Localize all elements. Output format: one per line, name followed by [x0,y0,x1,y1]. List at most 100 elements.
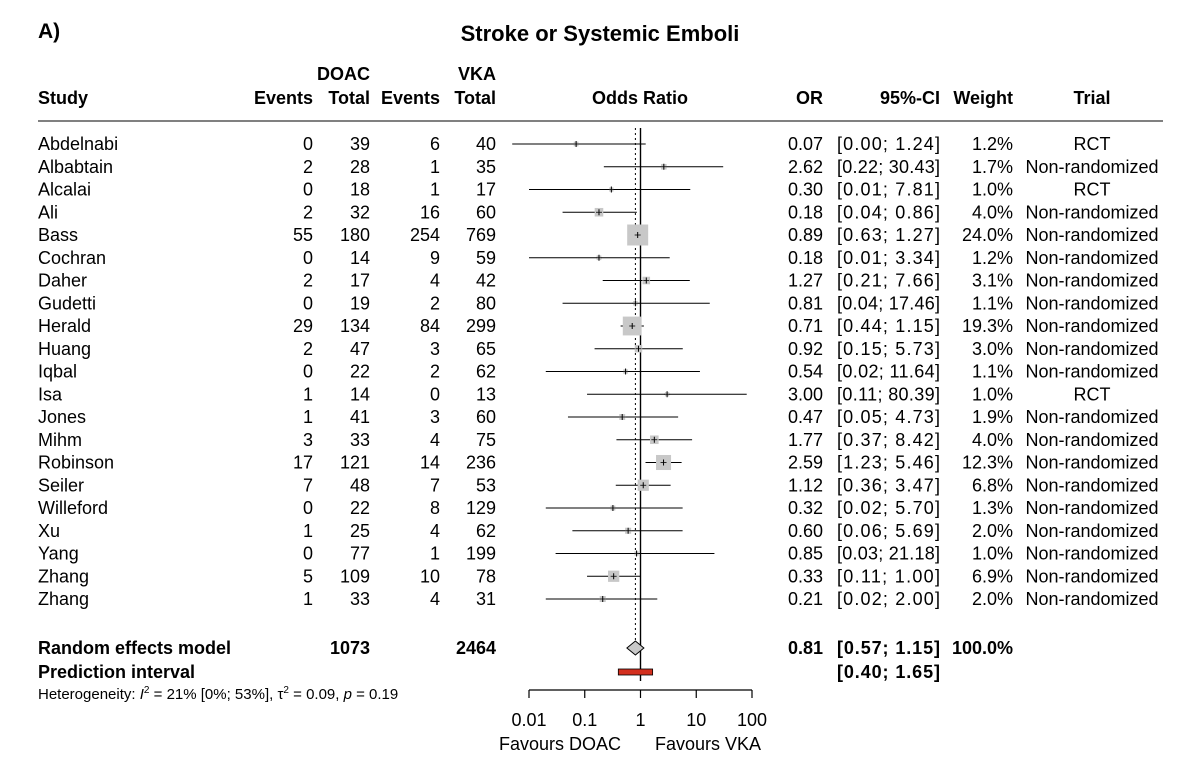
vka-events: 1 [430,157,440,177]
confidence-interval: [0.21; 7.66] [837,271,940,291]
study-row: Herald 29 134 84 299 0.71 [0.44; 1.15] 19.3% Non… [38,316,1159,336]
vka-total: 60 [476,407,496,427]
vka-total: 35 [476,157,496,177]
study-name: Albabtain [38,157,113,177]
doac-total: 33 [350,430,370,450]
vka-events: 7 [430,475,440,495]
study-row: Zhang 1 33 4 31 0.21 [0.02; 2.00] 2.0% Non-rando… [38,589,1159,609]
trial-type: Non-randomized [1025,521,1158,541]
confidence-interval: [0.22; 30.43] [837,157,940,177]
vka-total: 75 [476,430,496,450]
total1-header: Total [328,88,370,108]
weight-header: Weight [953,88,1013,108]
weight-value: 1.7% [972,157,1013,177]
vka-total: 62 [476,362,496,382]
study-row: Bass 55 180 254 769 0.89 [0.63; 1.27] 24.0% Non-… [38,224,1159,246]
odds-ratio: 0.92 [788,339,823,359]
study-name: Ali [38,202,58,222]
doac-total: 32 [350,202,370,222]
vka-events: 8 [430,498,440,518]
odds-ratio: 2.62 [788,157,823,177]
doac-total: 47 [350,339,370,359]
study-name: Gudetti [38,293,96,313]
trial-type: Non-randomized [1025,498,1158,518]
doac-total: 180 [340,225,370,245]
pooled-vka-total: 2464 [456,638,496,658]
doac-events: 0 [303,544,313,564]
study-row: Zhang 5 109 10 78 0.33 [0.11; 1.00] 6.9% Non-ran… [38,566,1159,586]
study-row: Daher 2 17 4 42 1.27 [0.21; 7.66] 3.1% Non-rando… [38,271,1159,291]
doac-events: 17 [293,453,313,473]
trial-type: Non-randomized [1025,475,1158,495]
doac-total: 18 [350,180,370,200]
events1-header: Events [254,88,313,108]
study-row: Gudetti 0 19 2 80 0.81 [0.04; 17.46] 1.1% Non-ra… [38,293,1159,313]
pooled-doac-total: 1073 [330,638,370,658]
study-name: Daher [38,271,87,291]
weight-value: 1.1% [972,362,1013,382]
weight-value: 1.2% [972,134,1013,154]
study-header: Study [38,88,88,108]
effect-header: Odds Ratio [592,88,688,108]
study-row: Alcalai 0 18 1 17 0.30 [0.01; 7.81] 1.0% RCT [38,180,1111,200]
study-row: Abdelnabi 0 39 6 40 0.07 [0.00; 1.24] 1.2% RCT [38,134,1111,154]
odds-ratio: 0.18 [788,248,823,268]
weight-value: 6.8% [972,475,1013,495]
weight-value: 1.0% [972,384,1013,404]
events2-header: Events [381,88,440,108]
trial-type: Non-randomized [1025,225,1158,245]
vka-events: 84 [420,316,440,336]
vka-events: 9 [430,248,440,268]
doac-events: 2 [303,339,313,359]
group2-header: VKA [458,64,496,84]
doac-events: 2 [303,271,313,291]
trial-type: Non-randomized [1025,407,1158,427]
study-name: Seiler [38,475,84,495]
confidence-interval: [0.11; 1.00] [837,566,940,586]
doac-total: 22 [350,362,370,382]
study-name: Robinson [38,453,114,473]
total2-header: Total [454,88,496,108]
vka-total: 199 [466,544,496,564]
doac-events: 1 [303,589,313,609]
trial-type: Non-randomized [1025,430,1158,450]
odds-ratio: 0.18 [788,202,823,222]
odds-ratio: 1.77 [788,430,823,450]
x-tick-label: 10 [686,710,706,730]
vka-total: 236 [466,453,496,473]
ci-header: 95%-CI [880,88,940,108]
trial-type: Non-randomized [1025,202,1158,222]
study-row: Iqbal 0 22 2 62 0.54 [0.02; 11.64] 1.1% Non-rand… [38,362,1159,382]
weight-value: 1.0% [972,180,1013,200]
trial-type: Non-randomized [1025,271,1158,291]
trial-header: Trial [1073,88,1110,108]
weight-value: 2.0% [972,521,1013,541]
weight-value: 19.3% [962,316,1013,336]
study-name: Isa [38,384,63,404]
vka-events: 4 [430,430,440,450]
study-row: Robinson 17 121 14 236 2.59 [1.23; 5.46] 12.3% N… [38,453,1159,473]
doac-events: 1 [303,407,313,427]
doac-total: 134 [340,316,370,336]
prediction-row: Prediction interval [0.40; 1.65] [38,662,940,682]
x-tick-label: 1 [635,710,645,730]
doac-events: 1 [303,521,313,541]
doac-events: 7 [303,475,313,495]
trial-type: Non-randomized [1025,453,1158,473]
study-rows: Abdelnabi 0 39 6 40 0.07 [0.00; 1.24] 1.2% RCT Al… [38,128,1159,681]
pooled-ci: [0.57; 1.15] [837,638,940,658]
group1-header: DOAC [317,64,370,84]
study-name: Zhang [38,589,89,609]
odds-ratio: 0.32 [788,498,823,518]
odds-ratio: 0.54 [788,362,823,382]
chart-title: Stroke or Systemic Emboli [461,21,740,46]
vka-total: 59 [476,248,496,268]
confidence-interval: [0.04; 17.46] [837,293,940,313]
doac-total: 25 [350,521,370,541]
x-tick-label: 100 [737,710,767,730]
weight-value: 1.9% [972,407,1013,427]
prediction-interval-bar [617,668,654,676]
confidence-interval: [0.15; 5.73] [837,339,940,359]
confidence-interval: [0.02; 11.64] [837,362,940,382]
weight-value: 12.3% [962,453,1013,473]
